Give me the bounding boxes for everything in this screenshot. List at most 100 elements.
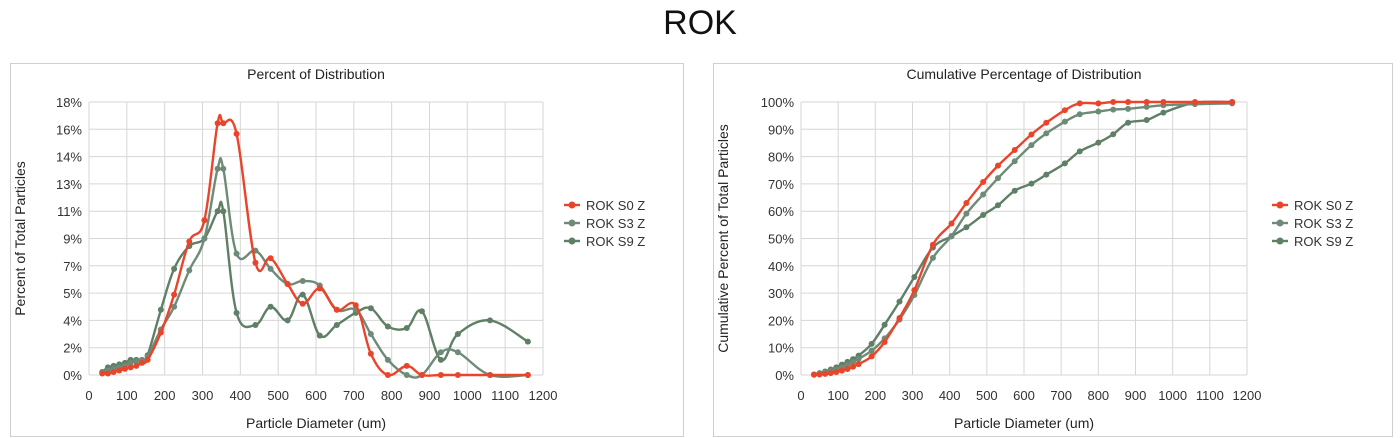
data-point [980,191,987,198]
x-axis-label: Particle Diameter (um) [246,415,386,431]
data-point [267,265,274,272]
data-point [1076,100,1083,107]
data-point [1143,103,1150,110]
data-point [252,259,259,266]
data-point [1125,119,1132,126]
y-tick-label: 50% [768,232,794,247]
y-tick-label: 2% [63,341,82,356]
chart-title: Percent of Distribution [247,66,385,82]
data-point [133,362,140,369]
data-point [1076,148,1083,155]
data-point [157,306,164,313]
y-tick-label: 30% [768,286,794,301]
data-point [121,365,128,372]
data-point [144,356,151,363]
data-point [881,338,888,345]
data-point [99,370,106,377]
data-point [896,314,903,321]
distribution-chart-panel: Percent of Distribution 0 100 200 300 400 500 6… [10,63,684,437]
data-point [116,367,123,374]
data-point [171,303,178,310]
data-point [171,265,178,272]
data-point [1095,139,1102,146]
x-tick-label: 1100 [491,388,519,403]
data-point [367,331,374,338]
y-tick-label: 13% [56,177,82,192]
x-tick-label: 600 [1013,388,1035,403]
y-axis-label: Percent of Total Particles [12,161,28,316]
data-point [1028,131,1035,138]
y-tick-label: 0% [63,368,82,383]
data-point [844,365,851,372]
data-point [948,220,955,227]
data-point [267,303,274,310]
series-line [101,157,528,379]
data-point [299,291,306,298]
data-point [896,298,903,305]
legend-label: ROK S3 Z [586,216,645,231]
data-point [437,349,444,356]
data-point [418,308,425,315]
y-tick-label: 90% [768,122,794,137]
data-point [1011,187,1018,194]
x-tick-label: 1000 [453,388,482,403]
data-point [252,321,259,328]
data-point [1061,107,1068,114]
legend-swatch-marker [568,219,576,227]
data-point [214,208,221,215]
data-point [233,250,240,257]
legend-swatch-marker [568,237,576,245]
data-point [220,208,227,215]
data-point [963,224,970,231]
data-point [384,372,391,378]
data-point [963,200,970,207]
legend-swatch-marker [1276,219,1284,227]
data-point [1095,100,1102,107]
data-point [855,355,862,362]
x-tick-label: 200 [864,388,886,403]
x-tick-label: 100 [827,388,849,403]
data-point [201,235,208,242]
x-tick-label: 600 [305,388,327,403]
legend-label: ROK S0 Z [586,198,645,213]
data-point [929,241,936,248]
legend-label: ROK S9 Z [586,234,645,249]
data-point [881,321,888,328]
data-point [133,358,140,365]
series-line [101,200,529,373]
data-point [1160,99,1167,105]
data-point [850,363,857,370]
data-point [1160,109,1167,116]
x-tick-label: 900 [419,388,441,403]
data-point [127,359,134,366]
data-point [524,372,531,378]
data-point [1095,108,1102,115]
x-tick-label: 400 [229,388,251,403]
data-point [110,368,117,375]
data-point [1043,130,1050,137]
data-point [994,202,1001,209]
data-point [994,175,1001,182]
y-tick-label: 11% [57,204,82,219]
x-tick-label: 1200 [1233,388,1262,403]
x-axis-label: Particle Diameter (um) [954,415,1094,431]
data-point [437,356,444,363]
x-tick-label: 500 [267,388,289,403]
y-tick-label: 0% [775,368,794,383]
data-point [220,120,227,127]
x-tick-label: 800 [381,388,403,403]
distribution-chart: Percent of Distribution 0 100 200 300 400 500 6… [12,66,645,431]
x-tick-label: 500 [976,388,998,403]
data-point [1191,99,1198,105]
data-point [403,324,410,331]
data-point [833,368,840,375]
y-tick-label: 60% [768,204,794,219]
legend-label: ROK S0 Z [1294,198,1353,213]
data-point [233,309,240,316]
data-point [868,340,875,347]
data-point [333,306,340,313]
data-point [1043,171,1050,178]
y-tick-label: 100% [761,95,795,110]
x-tick-label: 900 [1125,388,1147,403]
x-tick-label: 700 [343,388,365,403]
